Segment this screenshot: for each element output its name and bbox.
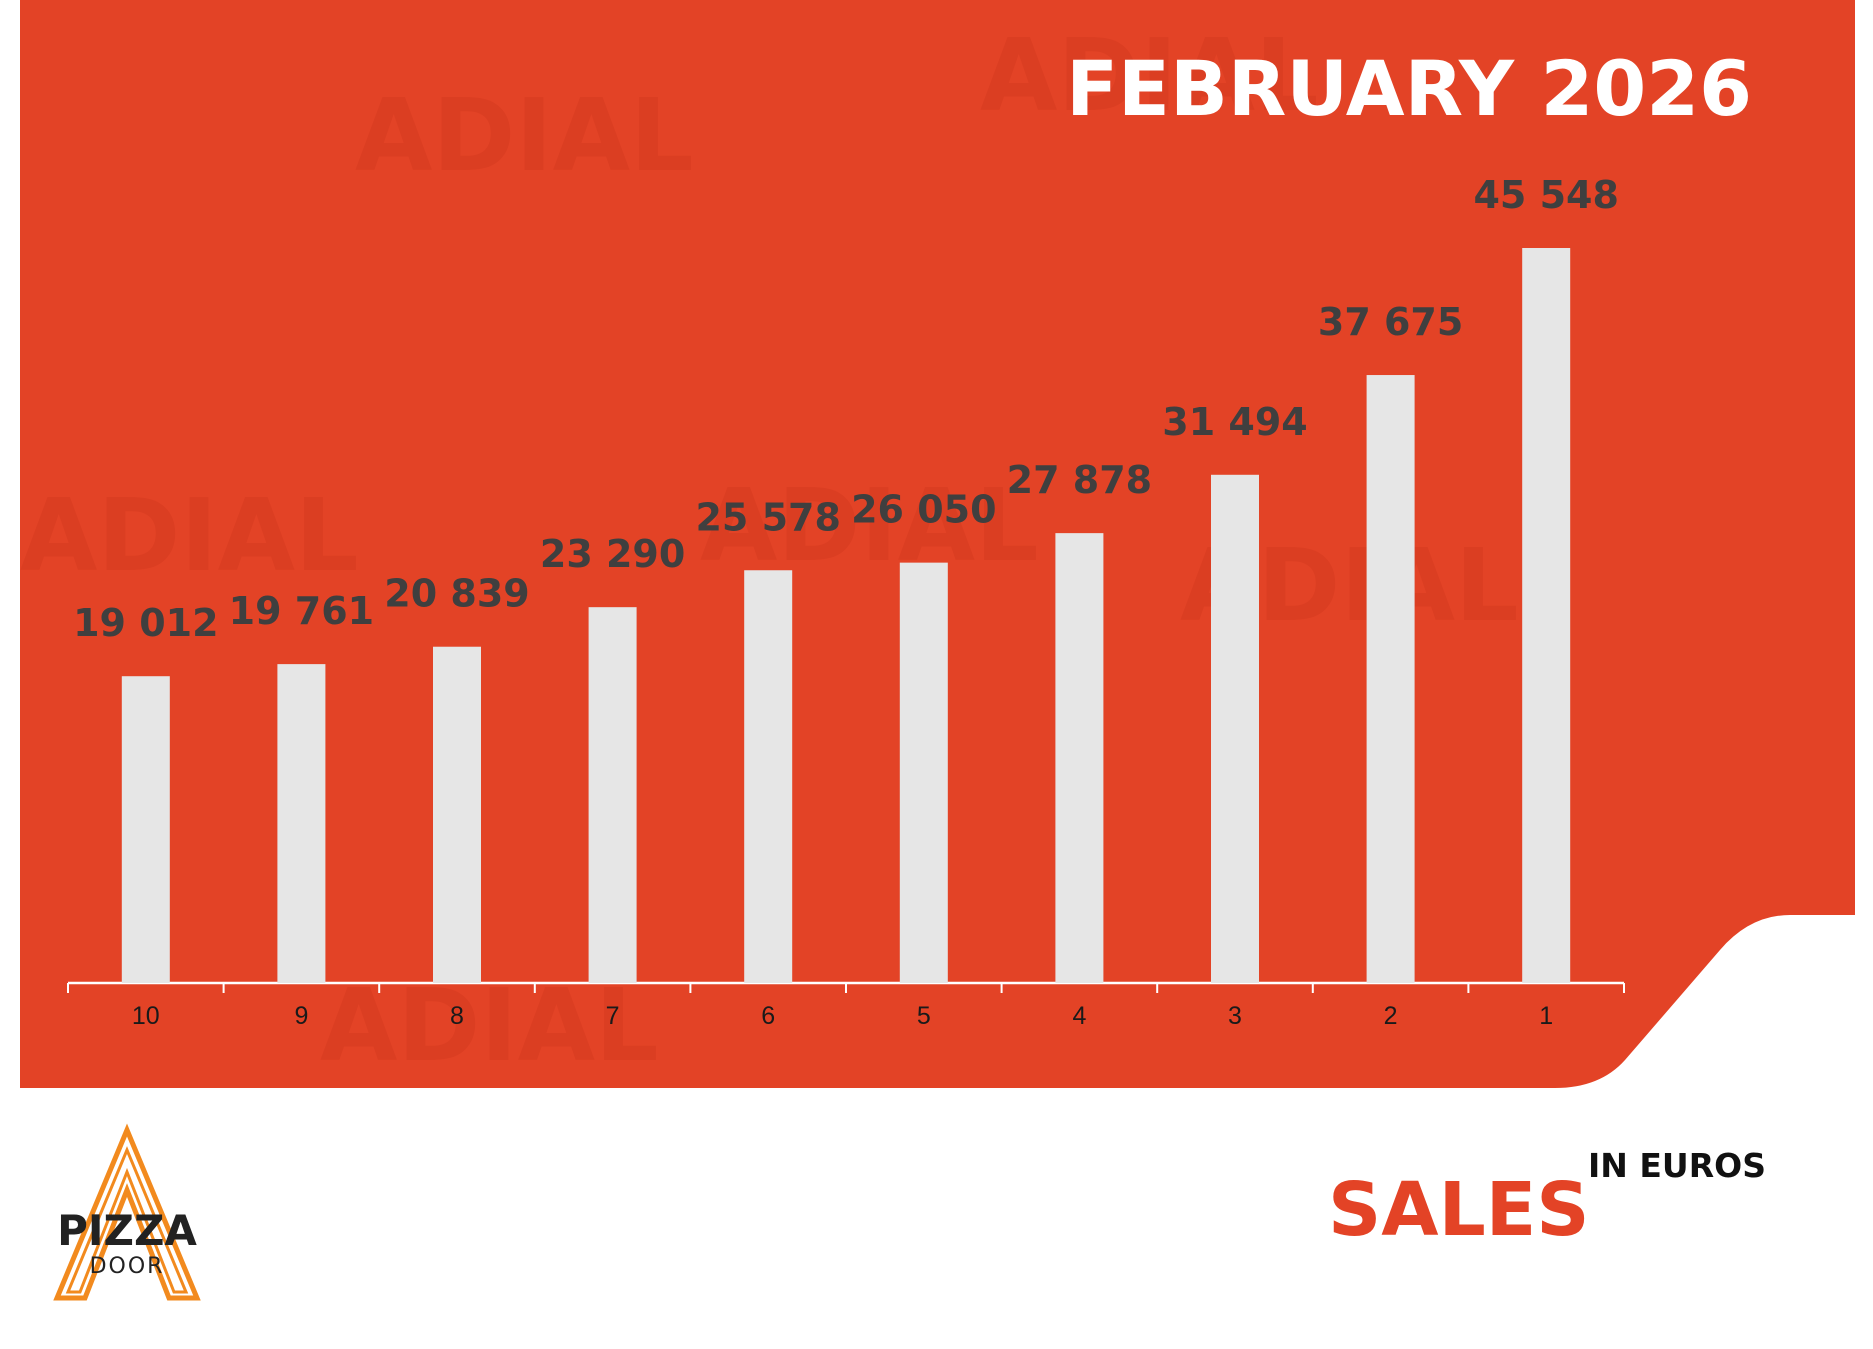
bar (1055, 533, 1104, 983)
x-tick-label: 2 (1384, 1002, 1398, 1030)
x-tick-label: 6 (761, 1002, 775, 1030)
x-tick-label: 10 (132, 1002, 160, 1030)
data-label: 45 548 (1473, 173, 1618, 217)
footer-title: SALES (1328, 1167, 1590, 1253)
bar (1211, 474, 1259, 983)
data-label: 31 494 (1162, 400, 1307, 444)
logo: PIZZA DOOR (53, 1123, 201, 1301)
watermark: ADIAL (355, 77, 694, 194)
x-tick-label: 4 (1072, 1002, 1086, 1030)
x-tick-label: 9 (294, 1002, 308, 1030)
data-label: 20 839 (384, 572, 529, 616)
watermark: ADIAL (20, 477, 359, 594)
watermark: ADIAL (320, 967, 659, 1084)
watermark: ADIAL (700, 467, 1039, 584)
bar (588, 607, 637, 983)
watermark: ADIAL (980, 17, 1319, 134)
plot: 19 012 10 19 761 9 20 839 8 23 290 7 25 578 6 26 0… (67, 173, 1625, 1030)
bar (277, 664, 326, 983)
logo-mark-inner (65, 1146, 189, 1294)
data-label: 25 578 (695, 495, 840, 539)
data-label: 27 878 (1007, 458, 1152, 502)
bar (899, 562, 948, 983)
footer-subtitle: IN EUROS (1588, 1146, 1766, 1185)
x-tick-label: 7 (606, 1002, 620, 1030)
logo-sub: DOOR (90, 1254, 165, 1279)
x-tick-label: 8 (450, 1002, 464, 1030)
bar (1522, 248, 1571, 983)
data-label: 23 290 (540, 532, 685, 576)
logo-name: PIZZA (57, 1206, 197, 1255)
data-label: 19 012 (73, 601, 218, 645)
bar (121, 676, 170, 983)
x-tick-label: 5 (917, 1002, 931, 1030)
bar (744, 570, 793, 983)
data-label: 26 050 (851, 488, 996, 532)
bar (1366, 375, 1415, 984)
logo-mark (53, 1123, 201, 1301)
x-tick-label: 1 (1539, 1002, 1553, 1030)
x-tick-label: 3 (1228, 1002, 1242, 1030)
data-label: 19 761 (229, 589, 374, 633)
chart-title: FEBRUARY 2026 (1066, 44, 1752, 133)
bar (433, 646, 481, 983)
data-label: 37 675 (1318, 300, 1463, 344)
